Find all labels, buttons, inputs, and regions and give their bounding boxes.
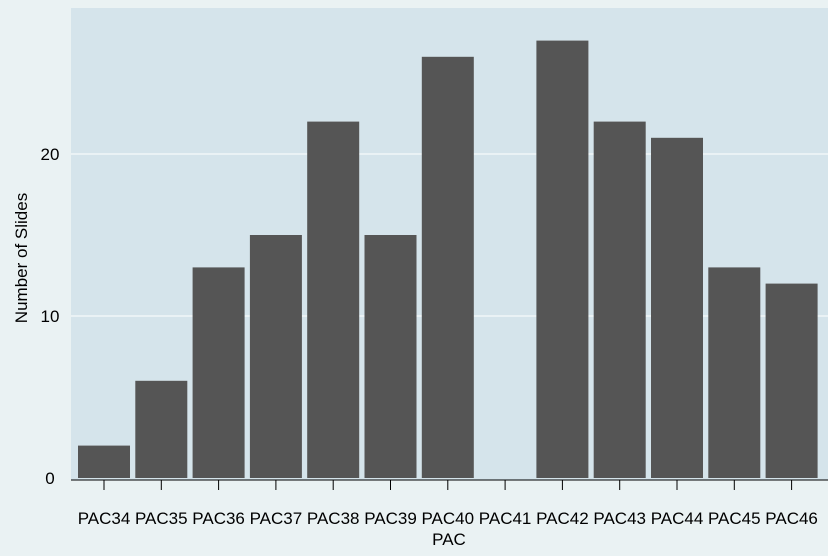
- bar-pac38: [307, 121, 360, 478]
- x-tick-label-pac37: PAC37: [250, 509, 303, 528]
- bar-pac46: [765, 283, 818, 478]
- bar-pac40: [421, 56, 474, 479]
- y-axis-label: Number of Slides: [12, 193, 31, 323]
- y-tick-label-10: 10: [41, 307, 60, 326]
- x-tick-labels: PAC34 PAC35 PAC36 PAC37 PAC38 PAC39 PAC40 PAC41…: [78, 480, 818, 528]
- bar-pac45: [708, 267, 761, 478]
- x-axis-label: PAC: [432, 530, 466, 549]
- bars: [78, 40, 818, 479]
- x-tick-label-pac39: PAC39: [364, 509, 417, 528]
- x-tick-label-pac46: PAC46: [765, 509, 818, 528]
- bar-pac34: [78, 445, 130, 478]
- x-tick-label-pac36: PAC36: [192, 509, 245, 528]
- x-tick-label-pac40: PAC40: [421, 509, 474, 528]
- bar-pac44: [651, 137, 703, 479]
- x-tick-label-pac44: PAC44: [651, 509, 704, 528]
- bar-pac36: [192, 267, 245, 478]
- y-tick-label-20: 20: [41, 145, 60, 164]
- bar-pac39: [364, 235, 417, 478]
- x-tick-label-pac38: PAC38: [307, 509, 360, 528]
- bar-pac35: [135, 380, 188, 478]
- bar-pac37: [249, 235, 302, 478]
- bar-pac42: [536, 40, 589, 478]
- x-tick-label-pac41: PAC41: [479, 509, 532, 528]
- x-tick-label-pac34: PAC34: [78, 509, 131, 528]
- x-tick-label-pac45: PAC45: [708, 509, 761, 528]
- y-tick-labels: 0 10 20: [41, 145, 60, 488]
- x-tick-label-pac35: PAC35: [135, 509, 188, 528]
- x-tick-label-pac43: PAC43: [593, 509, 646, 528]
- bar-pac43: [593, 121, 646, 478]
- x-tick-label-pac42: PAC42: [536, 509, 589, 528]
- y-tick-label-0: 0: [45, 469, 54, 488]
